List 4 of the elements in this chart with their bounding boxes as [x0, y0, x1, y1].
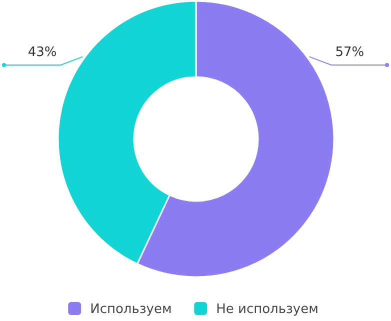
- legend-label: Используем: [90, 302, 172, 317]
- legend-label: Не используем: [216, 302, 318, 317]
- data-label: 57%: [335, 45, 364, 60]
- data-label: 43%: [28, 45, 57, 60]
